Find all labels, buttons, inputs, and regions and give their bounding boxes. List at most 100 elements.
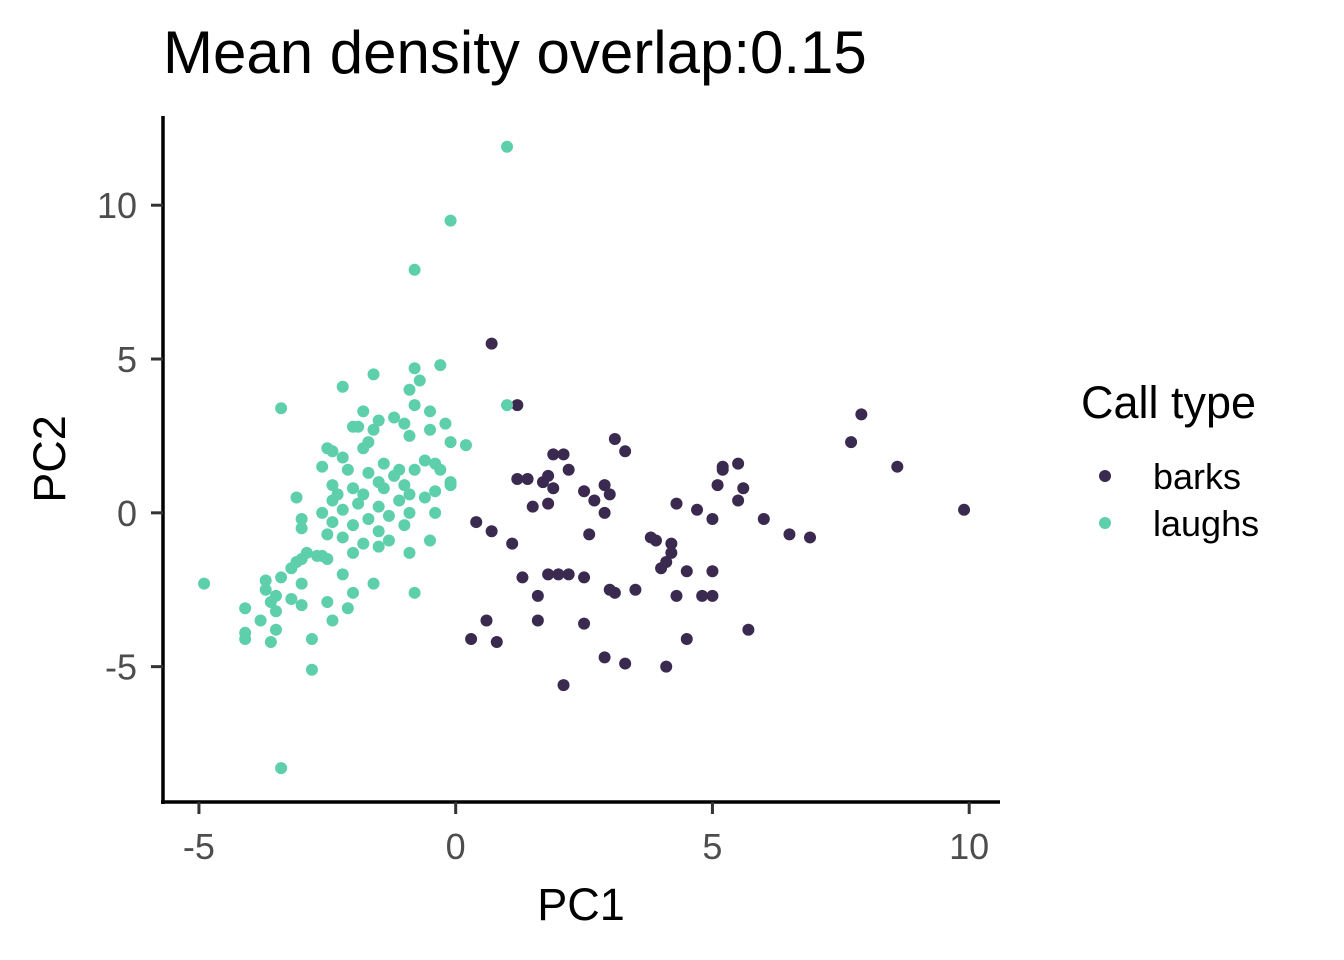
data-point-barks <box>711 479 724 492</box>
data-point-barks <box>542 497 555 510</box>
data-point-laughs <box>336 380 349 393</box>
chart-title: Mean density overlap:0.15 <box>163 19 867 86</box>
data-point-laughs <box>336 451 349 464</box>
data-point-laughs <box>346 482 359 495</box>
data-point-laughs <box>408 263 421 276</box>
data-point-laughs <box>311 549 324 562</box>
data-point-barks <box>583 528 596 541</box>
data-point-laughs <box>305 663 318 676</box>
data-point-laughs <box>316 460 329 473</box>
data-point-barks <box>547 482 560 495</box>
data-point-barks <box>557 679 570 692</box>
data-point-laughs <box>321 552 334 565</box>
data-point-barks <box>665 546 678 559</box>
data-point-barks <box>691 503 704 516</box>
data-point-laughs <box>377 457 390 470</box>
data-point-laughs <box>398 519 411 532</box>
data-point-laughs <box>346 546 359 559</box>
data-point-laughs <box>336 503 349 516</box>
data-point-laughs <box>429 506 442 519</box>
data-point-laughs <box>418 454 431 467</box>
data-point-laughs <box>336 531 349 544</box>
data-point-barks <box>531 614 544 627</box>
data-point-barks <box>598 506 611 519</box>
data-point-laughs <box>357 488 370 501</box>
data-point-barks <box>465 632 478 645</box>
data-point-laughs <box>326 479 339 492</box>
data-point-laughs <box>459 439 472 452</box>
data-point-barks <box>578 571 591 584</box>
data-point-laughs <box>269 605 282 618</box>
data-point-laughs <box>444 436 457 449</box>
data-point-barks <box>511 399 524 412</box>
data-point-barks <box>706 512 719 525</box>
data-point-laughs <box>372 540 385 553</box>
data-point-barks <box>470 516 483 529</box>
data-point-laughs <box>367 368 380 381</box>
data-point-barks <box>783 528 796 541</box>
data-point-laughs <box>501 399 514 412</box>
data-point-laughs <box>346 586 359 599</box>
data-point-barks <box>680 632 693 645</box>
legend-title: Call type <box>1081 377 1256 428</box>
data-point-laughs <box>341 463 354 476</box>
data-point-laughs <box>429 485 442 498</box>
data-point-laughs <box>408 586 421 599</box>
data-point-laughs <box>403 546 416 559</box>
legend-label-barks: barks <box>1153 456 1241 497</box>
x-tick-label: 10 <box>949 826 989 867</box>
data-point-laughs <box>372 414 385 427</box>
data-point-barks <box>531 589 544 602</box>
data-point-laughs <box>275 402 288 415</box>
data-point-laughs <box>290 491 303 504</box>
data-point-barks <box>660 660 673 673</box>
data-point-laughs <box>352 497 365 510</box>
data-point-barks <box>845 436 858 449</box>
data-point-barks <box>855 408 868 421</box>
legend: Call type barks laughs <box>1081 377 1259 544</box>
data-point-laughs <box>316 506 329 519</box>
data-point-laughs <box>403 383 416 396</box>
data-point-barks <box>557 448 570 461</box>
data-point-barks <box>629 583 642 596</box>
data-point-barks <box>716 460 729 473</box>
data-point-laughs <box>264 636 277 649</box>
data-point-laughs <box>259 574 272 587</box>
data-point-barks <box>516 571 529 584</box>
data-point-laughs <box>413 374 426 387</box>
data-point-barks <box>737 482 750 495</box>
data-point-barks <box>562 568 575 581</box>
data-point-barks <box>732 457 745 470</box>
data-point-barks <box>696 589 709 602</box>
data-point-barks <box>578 485 591 498</box>
data-point-barks <box>665 537 678 550</box>
data-point-barks <box>958 503 971 516</box>
data-point-laughs <box>377 482 390 495</box>
data-point-laughs <box>408 399 421 412</box>
data-point-barks <box>706 565 719 578</box>
x-tick-label: -5 <box>183 826 215 867</box>
data-point-laughs <box>275 762 288 775</box>
data-point-laughs <box>501 140 514 153</box>
y-tick-label: 0 <box>117 493 137 534</box>
y-axis-ticks: -5 0 5 10 <box>97 185 163 688</box>
data-point-laughs <box>367 577 380 590</box>
data-point-laughs <box>239 602 252 615</box>
data-point-barks <box>542 469 555 482</box>
data-point-laughs <box>393 463 406 476</box>
data-point-laughs <box>357 442 370 455</box>
data-point-laughs <box>372 525 385 538</box>
data-point-laughs <box>295 599 308 612</box>
data-point-barks <box>598 651 611 664</box>
data-point-laughs <box>434 359 447 372</box>
data-point-laughs <box>321 596 334 609</box>
data-point-barks <box>649 534 662 547</box>
y-tick-label: 5 <box>117 339 137 380</box>
data-point-barks <box>578 617 591 630</box>
data-point-barks <box>603 488 616 501</box>
data-point-laughs <box>424 534 437 547</box>
data-point-laughs <box>403 506 416 519</box>
data-point-laughs <box>444 479 457 492</box>
data-point-barks <box>547 448 560 461</box>
